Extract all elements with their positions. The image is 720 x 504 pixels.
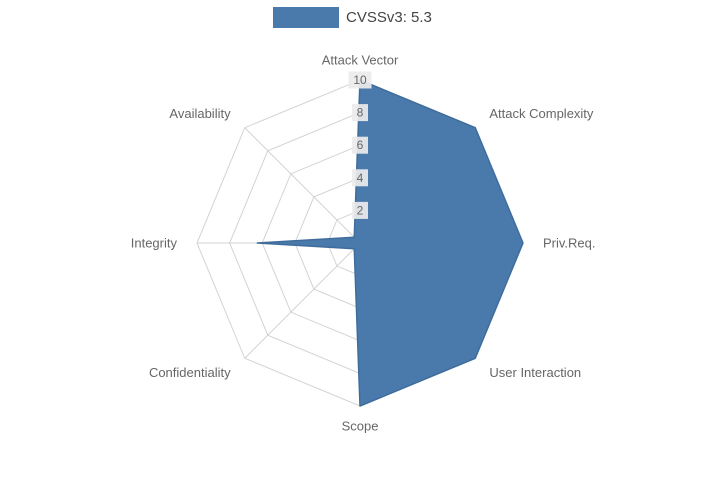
radial-tick-bg	[352, 169, 368, 187]
data-polygon	[256, 79, 524, 407]
radial-tick-label: 8	[357, 106, 364, 120]
radial-tick-bg	[352, 104, 368, 122]
legend-label: CVSSv3: 5.3	[346, 9, 432, 26]
axis-label: Availability	[169, 106, 231, 121]
radial-tick-label: 6	[357, 138, 364, 152]
axis-label: Confidentiality	[149, 365, 231, 380]
grid-spoke	[244, 127, 361, 244]
axis-label: Attack Complexity	[489, 106, 594, 121]
grid-spoke	[244, 242, 361, 359]
axis-label: User Interaction	[489, 365, 581, 380]
radial-tick-label: 4	[357, 171, 364, 185]
radial-tick-bg	[352, 136, 368, 154]
radial-tick-bg	[352, 201, 368, 219]
legend-swatch	[273, 7, 339, 28]
radial-tick-label: 10	[353, 73, 367, 87]
axis-label: Priv.Req.	[543, 236, 596, 251]
radial-tick-bg	[348, 71, 372, 89]
radial-tick-label: 2	[357, 203, 364, 217]
axis-label: Scope	[342, 419, 379, 434]
axis-label: Integrity	[131, 236, 178, 251]
legend: CVSSv3: 5.3	[273, 7, 432, 28]
axis-label: Attack Vector	[322, 53, 399, 68]
